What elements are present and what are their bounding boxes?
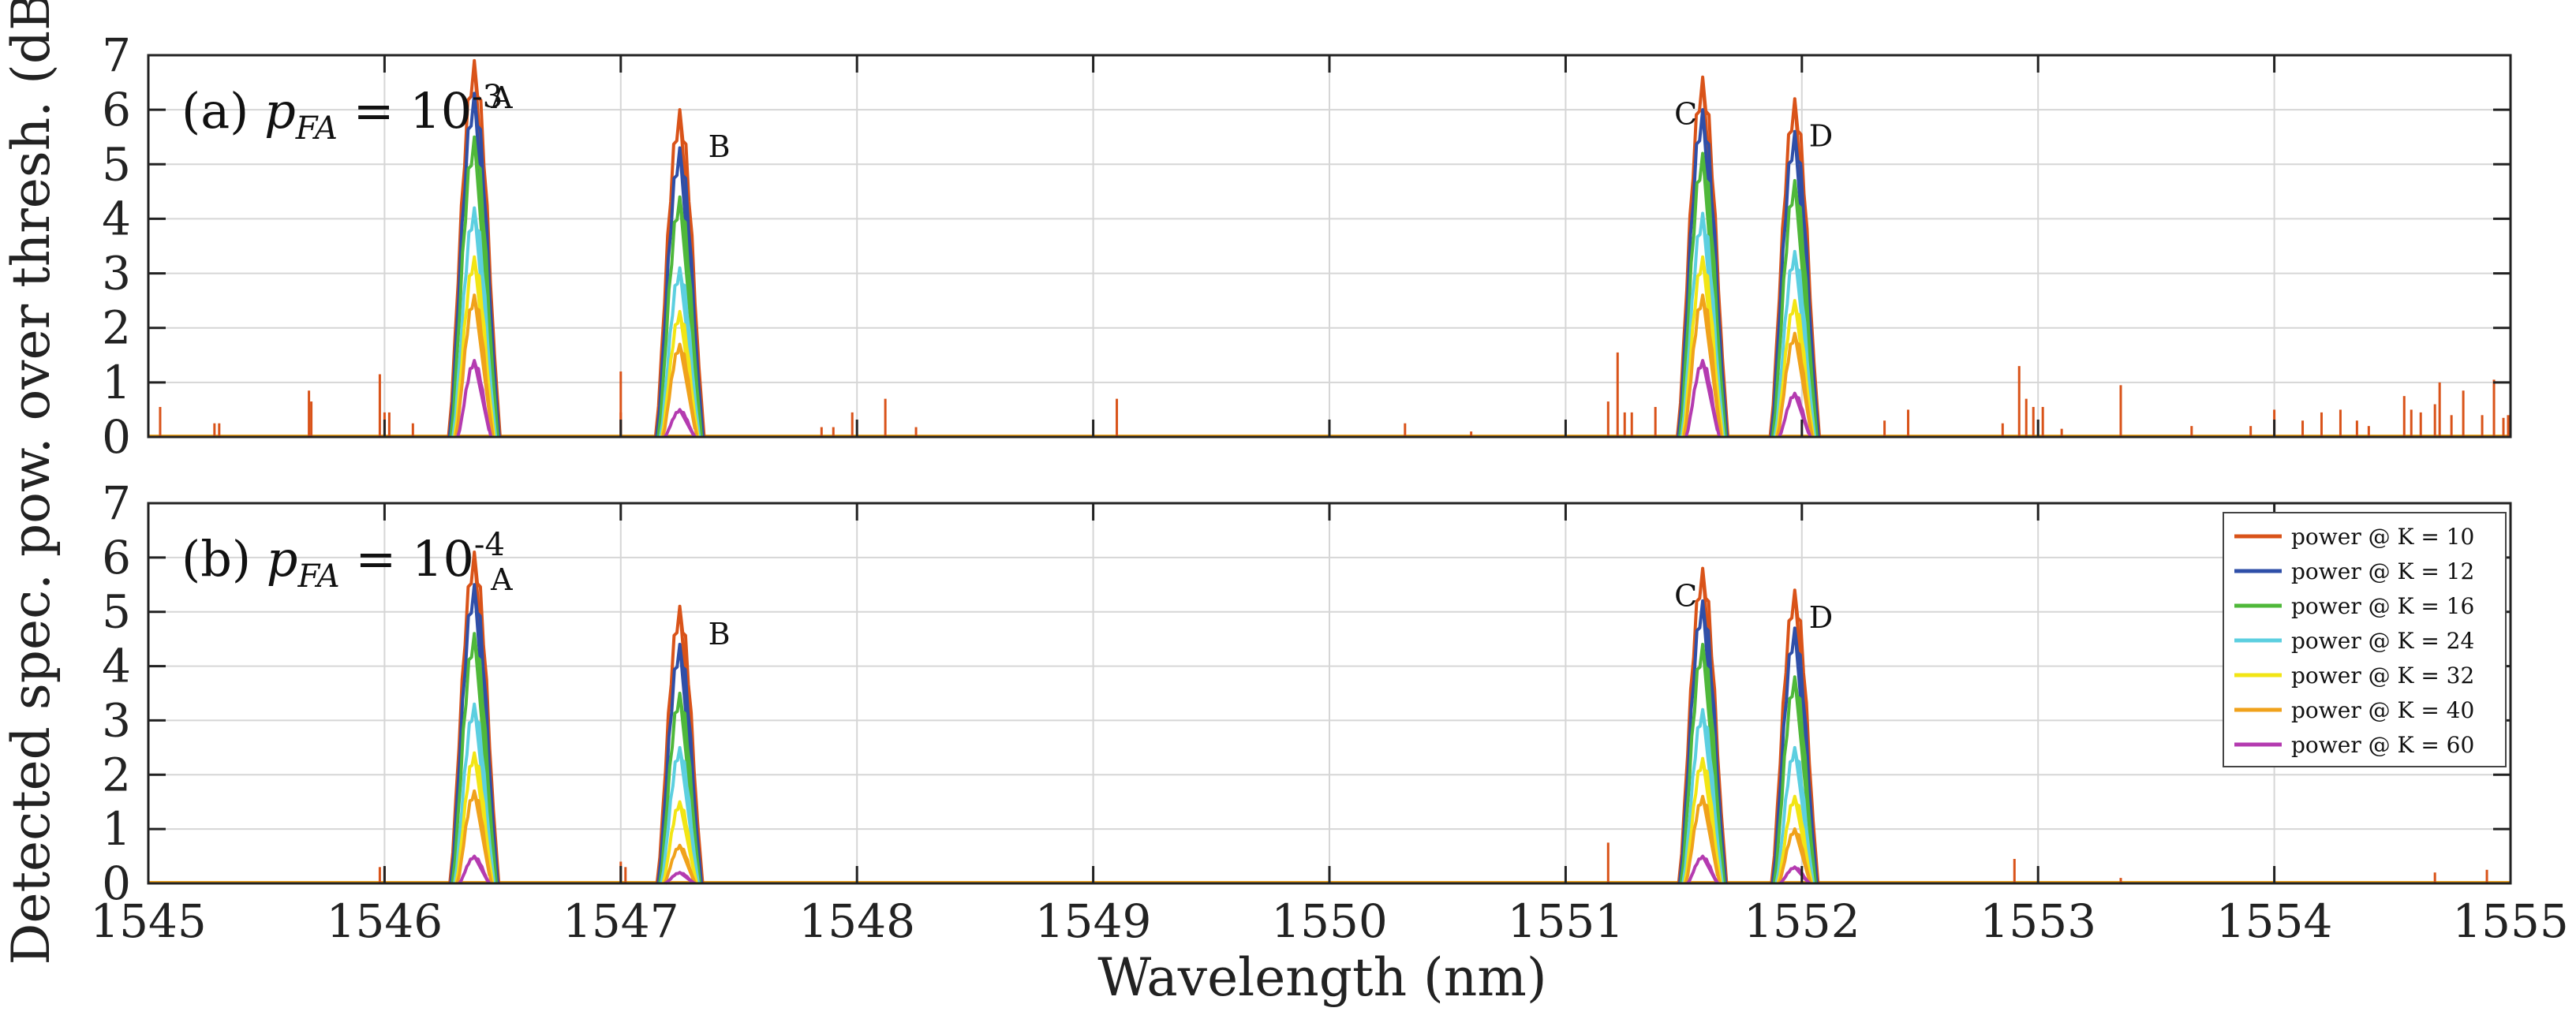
x-tick-label: 1554	[2216, 894, 2333, 948]
peak-label-B: B	[708, 617, 731, 651]
peak-A-series-3	[451, 206, 498, 438]
peak-B-series-2	[656, 195, 704, 438]
peak-C-series-4	[1683, 756, 1723, 884]
peak-B-series-4	[661, 800, 698, 884]
peak-D-series-1	[1770, 626, 1819, 884]
x-tick-label: 1551	[1508, 894, 1624, 948]
peak-D-series-6	[1778, 391, 1812, 438]
peak-label-A: A	[490, 562, 513, 597]
y-tick-label: 2	[102, 748, 131, 801]
y-tick-label: 3	[102, 247, 131, 300]
peak-D-series-1	[1769, 129, 1820, 438]
peak-label-C: C	[1674, 579, 1697, 614]
y-tick-label: 3	[102, 693, 131, 747]
y-tick-label: 0	[102, 857, 131, 910]
peak-B-series-6	[663, 408, 697, 439]
peak-B-series-5	[663, 843, 697, 884]
peak-A-series-4	[454, 751, 495, 884]
y-axis-label: Detected spec. pow. over thresh. (dB)	[1, 0, 62, 965]
y-tick-label: 7	[102, 476, 131, 530]
y-tick-label: 2	[102, 301, 131, 355]
peak-D-series-4	[1774, 299, 1815, 438]
legend: power @ K = 10 power @ K = 12 power @ K = …	[2223, 512, 2507, 767]
peak-C-series-1	[1677, 599, 1728, 884]
peak-label-D: D	[1809, 600, 1833, 635]
legend-entry: power @ K = 16	[2291, 593, 2474, 619]
legend-entry: power @ K = 60	[2291, 732, 2474, 758]
peak-C-series-2	[1677, 151, 1728, 438]
legend-entry: power @ K = 40	[2291, 697, 2474, 723]
peak-B-series-5	[660, 342, 699, 438]
peak-C-series-6	[1686, 854, 1719, 885]
peak-D-series-2	[1772, 675, 1817, 884]
peak-B-series-2	[658, 692, 702, 884]
y-tick-label: 5	[102, 137, 131, 191]
x-tick-label: 1545	[90, 894, 207, 948]
x-tick-label: 1555	[2452, 894, 2569, 948]
x-axis-label: Wavelength (nm)	[1097, 947, 1546, 1008]
peak-label-C: C	[1674, 97, 1697, 132]
peak-B-series-1	[656, 643, 704, 884]
y-tick-label: 1	[102, 356, 131, 409]
y-tick-label: 7	[102, 28, 131, 82]
x-tick-label: 1549	[1035, 894, 1152, 948]
peak-label-D: D	[1809, 118, 1833, 153]
peak-D-series-5	[1777, 827, 1812, 884]
peak-C-series-2	[1679, 643, 1726, 884]
panel-label: (b) pFA = 10-4	[181, 527, 505, 595]
peak-C-series-6	[1684, 359, 1722, 438]
y-tick-label: 4	[102, 640, 131, 693]
peak-D-series-5	[1775, 331, 1814, 438]
peak-A-series-5	[454, 293, 495, 438]
peak-B-series-6	[664, 871, 696, 885]
peak-B-series-4	[660, 310, 700, 438]
peak-B-series-1	[655, 146, 705, 438]
peak-C-series-3	[1680, 211, 1725, 438]
peak-label-A: A	[490, 80, 513, 115]
legend-entry: power @ K = 12	[2291, 558, 2474, 584]
x-tick-label: 1547	[563, 894, 679, 948]
peak-A-series-3	[453, 702, 496, 884]
peak-D-series-6	[1778, 865, 1811, 885]
x-tick-label: 1552	[1744, 894, 1860, 948]
legend-box	[2223, 512, 2507, 767]
peak-B-series-3	[660, 745, 701, 884]
peak-C-series-4	[1681, 255, 1725, 438]
peak-A-series-5	[455, 789, 493, 884]
x-tick-label: 1553	[1980, 894, 2096, 948]
peak-A-series-4	[453, 255, 496, 438]
legend-entry: power @ K = 32	[2291, 663, 2474, 689]
peak-D-series-4	[1776, 794, 1814, 884]
peak-C-series-1	[1677, 108, 1729, 438]
peak-A-series-1	[447, 91, 501, 438]
y-tick-label: 0	[102, 410, 131, 464]
peak-A-series-6	[458, 854, 492, 885]
peak-A-series-1	[449, 583, 499, 884]
peak-A-series-2	[449, 135, 499, 438]
peak-C-series-3	[1681, 707, 1724, 884]
panel-label: (a) pFA = 10-3	[181, 79, 503, 147]
y-tick-label: 1	[102, 802, 131, 856]
legend-entry: power @ K = 24	[2291, 628, 2474, 654]
legend-entry: power @ K = 10	[2291, 524, 2474, 550]
x-tick-label: 1550	[1271, 894, 1388, 948]
y-tick-label: 6	[102, 531, 131, 584]
peak-A-series-2	[451, 632, 499, 884]
x-tick-label: 1548	[798, 894, 915, 948]
y-tick-label: 5	[102, 585, 131, 639]
y-tick-label: 6	[102, 83, 131, 136]
peak-D-series-2	[1770, 179, 1819, 438]
y-tick-label: 4	[102, 192, 131, 245]
peak-B-series-3	[658, 266, 701, 438]
peak-A-series-6	[456, 359, 493, 438]
peak-D-series-3	[1773, 249, 1817, 438]
peak-C-series-5	[1682, 293, 1723, 438]
peak-D-series-3	[1774, 745, 1815, 884]
peak-C-series-5	[1684, 794, 1722, 884]
x-tick-label: 1546	[327, 894, 443, 948]
peak-label-B: B	[708, 129, 731, 164]
